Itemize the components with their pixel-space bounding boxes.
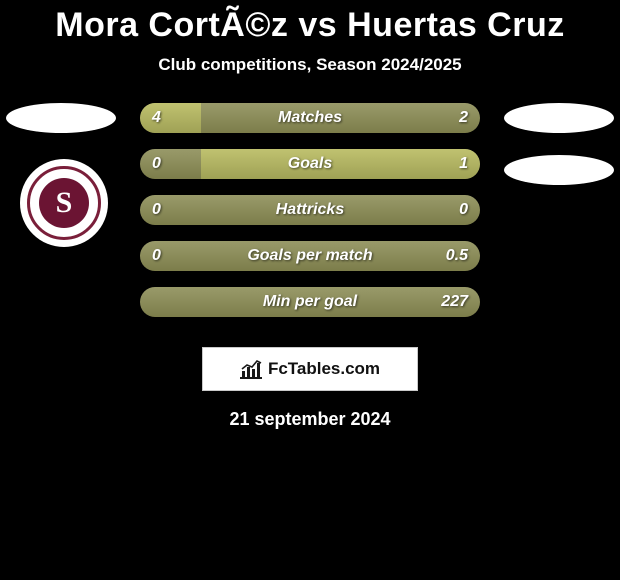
page-title: Mora CortÃ©z vs Huertas Cruz xyxy=(0,0,620,45)
brand-name: FcTables.com xyxy=(268,359,380,379)
stat-value-right: 227 xyxy=(441,287,468,317)
stat-row: 0Goals1 xyxy=(140,149,480,179)
footer-date: 21 september 2024 xyxy=(0,409,620,430)
stat-row: 0Goals per match0.5 xyxy=(140,241,480,271)
stat-value-right: 0 xyxy=(459,195,468,225)
stat-value-right: 0.5 xyxy=(446,241,468,271)
club-logo-letter: S xyxy=(39,178,89,228)
root: Mora CortÃ©z vs Huertas Cruz Club compet… xyxy=(0,0,620,580)
stat-label: Goals xyxy=(140,149,480,179)
stat-value-right: 2 xyxy=(459,103,468,133)
stat-label: Min per goal xyxy=(140,287,480,317)
page-subtitle: Club competitions, Season 2024/2025 xyxy=(0,55,620,75)
player-right-badge-placeholder-2 xyxy=(504,155,614,185)
comparison-board: S 4Matches20Goals10Hattricks00Goals per … xyxy=(0,103,620,343)
stat-label: Goals per match xyxy=(140,241,480,271)
chart-icon xyxy=(240,359,262,379)
stat-row: 4Matches2 xyxy=(140,103,480,133)
stat-row: 0Hattricks0 xyxy=(140,195,480,225)
stat-row: Min per goal227 xyxy=(140,287,480,317)
stat-label: Matches xyxy=(140,103,480,133)
brand-box[interactable]: FcTables.com xyxy=(202,347,418,391)
stat-rows: 4Matches20Goals10Hattricks00Goals per ma… xyxy=(140,103,480,333)
player-left-badge-placeholder xyxy=(6,103,116,133)
player-left-club-logo: S xyxy=(20,159,108,247)
stat-value-right: 1 xyxy=(459,149,468,179)
player-right-badge-placeholder-1 xyxy=(504,103,614,133)
stat-label: Hattricks xyxy=(140,195,480,225)
